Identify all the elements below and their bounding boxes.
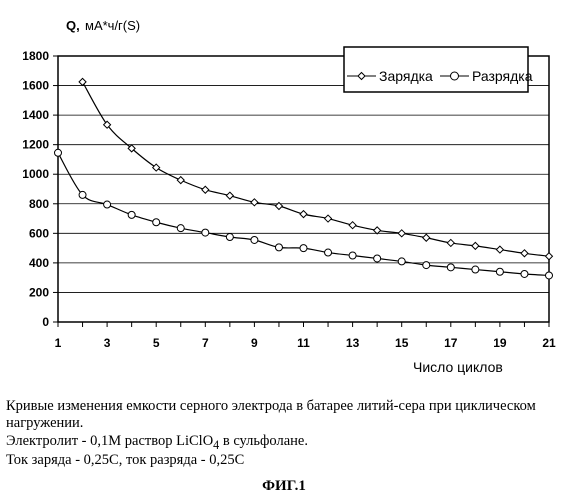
point-discharge-21 xyxy=(546,272,553,279)
series-layer xyxy=(55,78,553,279)
chart: 020040060080010001200140016001800 135791… xyxy=(0,0,568,395)
legend-label-discharge: Разрядка xyxy=(472,68,533,84)
point-discharge-9 xyxy=(251,236,258,243)
point-discharge-17 xyxy=(447,264,454,271)
x-tick-label-5: 5 xyxy=(153,336,160,350)
caption-electrolyte: Электролит - 0,1М раствор LiClO4 в сульф… xyxy=(6,433,562,454)
grid-lines xyxy=(58,86,549,293)
point-discharge-13 xyxy=(349,252,356,259)
y-tick-label-1400: 1400 xyxy=(22,108,49,122)
point-discharge-10 xyxy=(275,244,282,251)
point-charge-16 xyxy=(423,234,430,241)
point-discharge-20 xyxy=(521,270,528,277)
point-discharge-6 xyxy=(177,225,184,232)
legend-label-charge: Зарядка xyxy=(379,68,433,84)
point-charge-13 xyxy=(349,222,356,229)
x-tick-label-11: 11 xyxy=(297,336,310,350)
y-axis-label: мА*ч/г(S) xyxy=(85,18,140,33)
point-charge-14 xyxy=(374,227,381,234)
point-charge-11 xyxy=(300,211,307,218)
x-tick-label-3: 3 xyxy=(104,336,111,350)
caption-electrolyte-suffix: в сульфолане. xyxy=(219,433,308,449)
x-tick-label-17: 17 xyxy=(444,336,458,350)
x-axis-label: Число циклов xyxy=(413,359,503,375)
y-tick-label-600: 600 xyxy=(29,226,49,240)
point-charge-8 xyxy=(226,192,233,199)
point-discharge-14 xyxy=(374,255,381,262)
point-charge-18 xyxy=(472,242,479,249)
point-discharge-12 xyxy=(325,249,332,256)
point-discharge-4 xyxy=(128,211,135,218)
point-discharge-8 xyxy=(226,234,233,241)
point-discharge-19 xyxy=(496,268,503,275)
point-discharge-18 xyxy=(472,266,479,273)
point-charge-21 xyxy=(546,253,553,260)
point-charge-5 xyxy=(153,164,160,171)
plot-frame xyxy=(58,56,549,322)
point-discharge-5 xyxy=(153,219,160,226)
x-tick-label-21: 21 xyxy=(542,336,556,350)
point-discharge-3 xyxy=(104,201,111,208)
figure-label: ФИГ.1 xyxy=(0,478,568,495)
point-charge-20 xyxy=(521,250,528,257)
point-charge-12 xyxy=(325,215,332,222)
legend: Зарядка Разрядка xyxy=(344,47,533,92)
point-discharge-7 xyxy=(202,229,209,236)
point-charge-2 xyxy=(79,78,86,85)
point-discharge-1 xyxy=(55,149,62,156)
y-tick-label-800: 800 xyxy=(29,197,49,211)
point-charge-6 xyxy=(177,177,184,184)
y-tick-label-400: 400 xyxy=(29,256,49,270)
y-tick-label-1200: 1200 xyxy=(22,138,49,152)
x-tick-label-1: 1 xyxy=(55,336,62,350)
point-charge-15 xyxy=(398,230,405,237)
point-charge-7 xyxy=(202,186,209,193)
point-discharge-16 xyxy=(423,262,430,269)
y-axis-ticks: 0 200 400 600 800 1000 1200 1400 1600 1800 xyxy=(22,49,58,329)
y-tick-label-1800: 1800 xyxy=(22,49,49,63)
x-tick-label-7: 7 xyxy=(202,336,209,350)
x-tick-label-19: 19 xyxy=(493,336,507,350)
caption-currents: Ток заряда - 0,25С, ток разряда - 0,25С xyxy=(6,452,562,469)
x-tick-label-15: 15 xyxy=(395,336,409,350)
point-discharge-2 xyxy=(79,191,86,198)
x-tick-label-9: 9 xyxy=(251,336,258,350)
x-axis-ticks: 13579111315171921 xyxy=(55,322,556,350)
y-tick-label-1600: 1600 xyxy=(22,79,49,93)
point-charge-19 xyxy=(496,246,503,253)
point-discharge-15 xyxy=(398,258,405,265)
point-charge-9 xyxy=(251,199,258,206)
y-tick-label-200: 200 xyxy=(29,285,49,299)
caption-electrolyte-text: Электролит - 0,1М раствор LiClO xyxy=(6,433,213,449)
y-tick-label-1000: 1000 xyxy=(22,167,49,181)
point-discharge-11 xyxy=(300,245,307,252)
y-tick-label-0: 0 xyxy=(42,315,49,329)
series-line-0 xyxy=(83,82,549,256)
legend-marker-discharge xyxy=(451,72,459,80)
caption-description: Кривые изменения емкости серного электро… xyxy=(6,398,562,432)
x-tick-label-13: 13 xyxy=(346,336,360,350)
point-charge-17 xyxy=(447,239,454,246)
y-axis-label-prefix: Q, xyxy=(66,18,80,33)
